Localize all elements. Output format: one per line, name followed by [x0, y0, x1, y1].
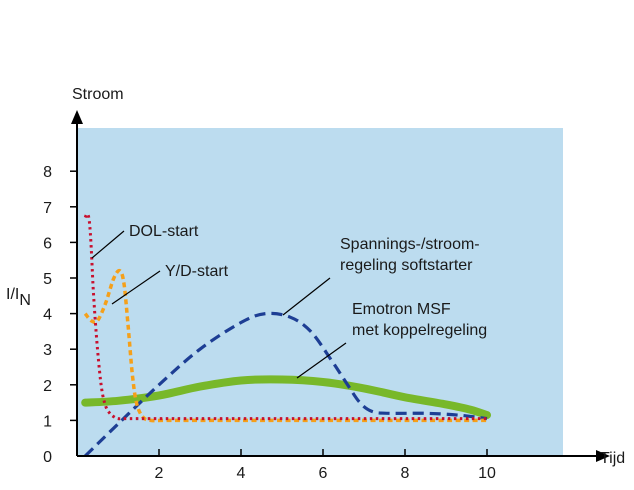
- leader-line-msf: [296, 342, 347, 379]
- x-axis-title: Tijd: [600, 450, 625, 467]
- series-line-yd: [83, 268, 487, 423]
- series-line-msf: [81, 375, 491, 420]
- series-layer: [81, 212, 491, 458]
- y-tick-label: 0: [43, 449, 52, 466]
- y-tick-label: 7: [43, 200, 52, 217]
- x-tick-label: 6: [319, 465, 328, 482]
- series-line-dol: [83, 212, 487, 421]
- series-label-dol: DOL-start: [129, 223, 199, 240]
- series-label-msf: Emotron MSF met koppelregeling: [352, 301, 487, 339]
- plot-background: [77, 128, 563, 456]
- leader-line-yd: [111, 270, 161, 305]
- series-label-line: Spannings-/stroom-: [340, 236, 480, 253]
- leader-line-soft: [282, 277, 331, 316]
- y-ratio-base: I/I: [6, 286, 19, 303]
- series-label-line: Y/D-start: [165, 263, 229, 280]
- y-ratio-sub: N: [19, 292, 31, 309]
- axes-layer: [71, 110, 610, 462]
- x-tick-label: 10: [478, 465, 496, 482]
- leaders-layer: [91, 230, 347, 379]
- series-label-line: DOL-start: [129, 223, 199, 240]
- y-tick-label: 4: [43, 307, 52, 324]
- y-ratio-label: I/IN: [6, 286, 31, 309]
- y-tick-label: 3: [43, 342, 52, 359]
- series-label-yd: Y/D-start: [165, 263, 229, 280]
- x-axis-arrow: [596, 450, 610, 462]
- y-tick-label: 6: [43, 235, 52, 252]
- series-label-line: met koppelregeling: [352, 322, 487, 339]
- y-tick-label: 5: [43, 271, 52, 288]
- series-label-line: regeling softstarter: [340, 257, 473, 274]
- x-tick-label: 2: [155, 465, 164, 482]
- series-label-line: Emotron MSF: [352, 301, 451, 318]
- y-axis-arrow: [71, 110, 83, 124]
- x-tick-label: 4: [237, 465, 246, 482]
- ticks-layer: 0 1 2 3 4 5 6 7 8 2 4 6 8 10: [43, 164, 496, 482]
- y-tick-label: 2: [43, 378, 52, 395]
- series-line-soft: [84, 311, 488, 458]
- series-labels: DOL-start Y/D-start Spannings-/stroom-rege…: [129, 223, 487, 339]
- y-axis-title: Stroom: [72, 86, 124, 103]
- x-tick-label: 8: [401, 465, 410, 482]
- leader-line-dol: [91, 230, 125, 259]
- y-tick-label: 1: [43, 413, 52, 430]
- series-label-soft: Spannings-/stroom-regeling softstarter: [340, 236, 480, 274]
- y-tick-label: 8: [43, 164, 52, 181]
